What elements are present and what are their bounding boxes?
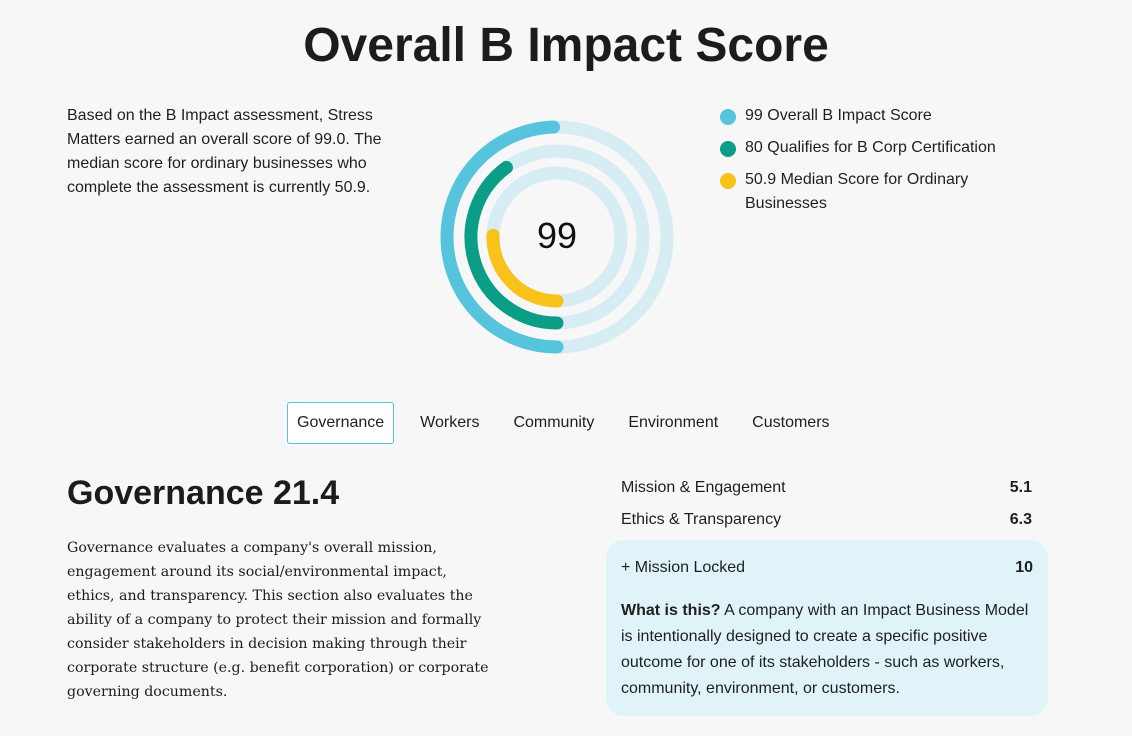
legend-label-overall: 99 Overall B Impact Score [745, 107, 932, 124]
page-title: Overall B Impact Score [303, 19, 829, 72]
callout-answer: A company with an Impact Business Model … [621, 602, 1029, 697]
tab-customers[interactable]: Customers [735, 402, 846, 444]
tab-community[interactable]: Community [496, 402, 611, 444]
section-title: Governance 21.4 [67, 474, 340, 512]
callout-question: What is this? [621, 602, 721, 619]
score-legend: 99 Overall B Impact Score 80 Qualifies f… [720, 104, 1020, 224]
legend-item-certification: 80 Qualifies for B Corp Certification [720, 136, 1020, 160]
metric-row-ethics-transparency: Ethics & Transparency 6.3 [621, 508, 1032, 540]
legend-dot-certification [720, 141, 736, 157]
metric-label: Ethics & Transparency [621, 511, 782, 528]
metric-value: 6.3 [1009, 511, 1032, 528]
callout-explanation: What is this? A company with an Impact B… [621, 598, 1033, 702]
ring-arc-overall [440, 120, 564, 354]
legend-dot-median [720, 173, 736, 189]
tab-environment[interactable]: Environment [611, 402, 735, 444]
impact-area-tabs: Governance Workers Community Environment… [287, 402, 847, 444]
legend-label-median: 50.9 Median Score for Ordinary Businesse… [745, 171, 969, 212]
metric-value: 10 [1015, 559, 1033, 576]
legend-label-certification: 80 Qualifies for B Corp Certification [745, 139, 996, 156]
ring-center-score: 99 [536, 215, 578, 256]
legend-item-overall: 99 Overall B Impact Score [720, 104, 1020, 128]
ring-arc-median [486, 228, 564, 308]
legend-dot-overall [720, 109, 736, 125]
metric-row-mission-locked: + Mission Locked 10 [621, 556, 1033, 598]
legend-item-median: 50.9 Median Score for Ordinary Businesse… [720, 168, 1020, 216]
mission-locked-callout: + Mission Locked 10 What is this? A comp… [606, 540, 1048, 716]
metric-label: + Mission Locked [621, 559, 746, 576]
metric-row-mission-engagement: Mission & Engagement 5.1 [621, 476, 1032, 508]
intro-text: Based on the B Impact assessment, Stress… [67, 107, 382, 196]
metric-list: Mission & Engagement 5.1 Ethics & Transp… [621, 476, 1032, 540]
tab-governance[interactable]: Governance [287, 402, 395, 444]
score-ring-svg [440, 120, 674, 354]
metric-value: 5.1 [1009, 479, 1032, 496]
metric-label: Mission & Engagement [621, 479, 786, 496]
ring-arc-certification [464, 160, 564, 330]
tab-workers[interactable]: Workers [403, 402, 496, 444]
score-ring-chart: 99 [440, 120, 674, 354]
section-description: Governance evaluates a company's overall… [67, 540, 489, 700]
